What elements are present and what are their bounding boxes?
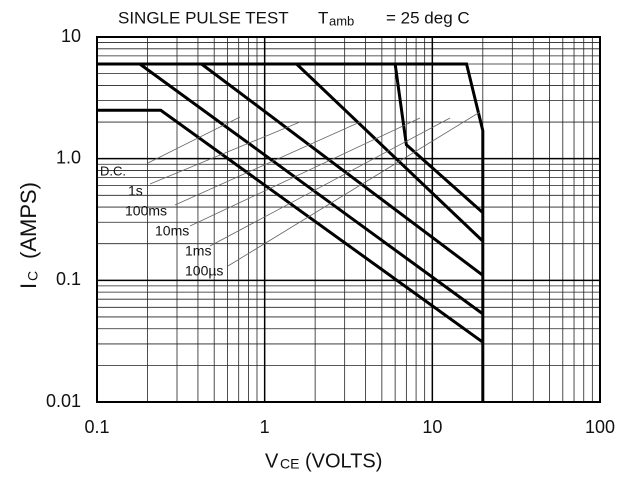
y-axis-text: (AMPS) <box>16 182 41 259</box>
condition-text: = 25 deg C <box>386 8 470 27</box>
leader-lines <box>147 111 481 267</box>
y-tick-label: 10 <box>61 26 81 46</box>
marks <box>97 62 485 402</box>
x-tick-label: 100 <box>585 417 615 437</box>
leader-line <box>227 111 481 267</box>
series-label: 100ms <box>125 203 167 219</box>
series-line <box>295 62 484 243</box>
leader-line <box>149 121 301 185</box>
y-tick-label: 0.1 <box>56 269 81 289</box>
x-axis-text: (VOLTS) <box>305 450 382 472</box>
series-line <box>138 62 484 316</box>
x-axis-symbol: V <box>265 450 279 472</box>
chart-title: SINGLE PULSE TEST <box>118 8 289 27</box>
series-line <box>97 108 484 344</box>
leader-line <box>174 121 361 206</box>
y-axis-subscript: C <box>25 271 41 281</box>
leader-line <box>147 116 241 164</box>
y-axis-label: I C (AMPS) <box>16 182 41 289</box>
y-tick-label: 0.01 <box>46 391 81 411</box>
title-bg <box>110 6 510 32</box>
series-label: 1ms <box>185 243 211 259</box>
series-label: 1s <box>128 183 143 199</box>
leader-line <box>189 117 421 227</box>
x-axis-subscript: CE <box>280 456 299 472</box>
x-tick-label: 0.1 <box>84 417 109 437</box>
x-tick-label: 10 <box>422 417 442 437</box>
x-tick-label: 1 <box>260 417 270 437</box>
y-tick-label: 1.0 <box>56 147 81 167</box>
plot-frame <box>96 36 601 403</box>
series-line <box>393 63 484 214</box>
series-line <box>97 62 485 402</box>
series-label: D.C. <box>100 163 126 178</box>
leader-line <box>209 117 451 247</box>
series-line <box>200 62 484 277</box>
condition-symbol: T <box>318 8 328 27</box>
grid <box>96 36 601 403</box>
series-label: 100µs <box>185 263 223 279</box>
y-axis-symbol: I <box>16 283 41 289</box>
condition-subscript: amb <box>329 13 354 28</box>
series-label: 10ms <box>155 223 189 239</box>
